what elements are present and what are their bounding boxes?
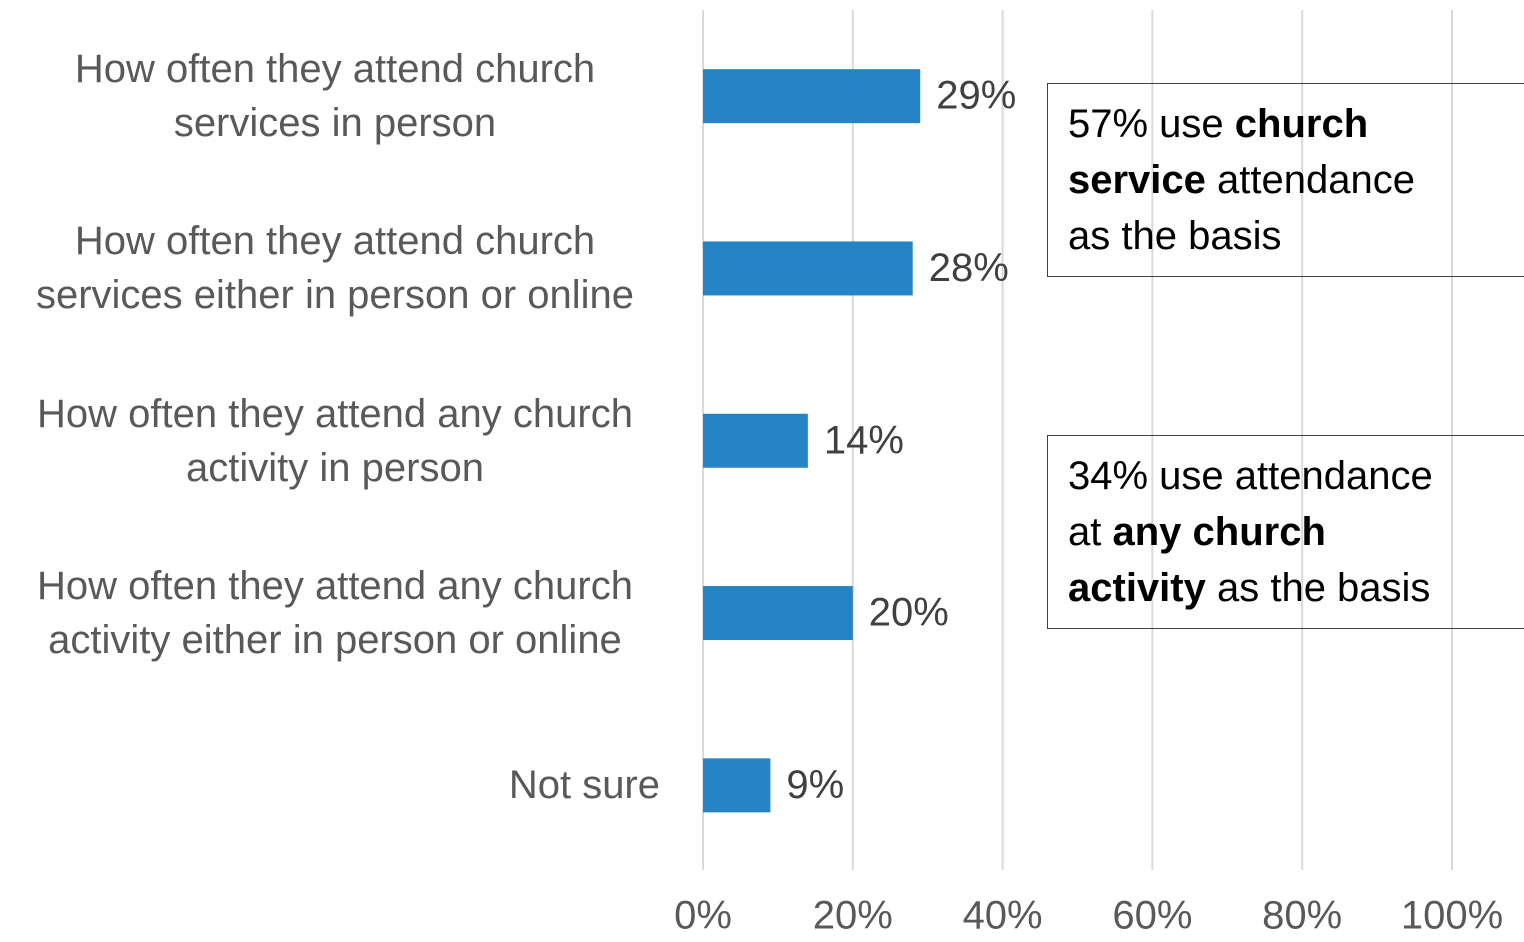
bar (703, 586, 853, 641)
bar (703, 69, 921, 124)
value-label: 29% (936, 74, 1016, 118)
annotation-text: as the basis (1068, 214, 1282, 258)
annotation-text: attendance (1205, 158, 1415, 202)
x-tick-label: 20% (813, 894, 893, 938)
category-label: How often they attend church services ei… (35, 219, 635, 318)
annotation-line: 57% use church (1068, 96, 1524, 152)
category-label: How often they attend any church activit… (37, 391, 633, 490)
annotation-line: service attendance (1068, 152, 1524, 208)
category-label: How often they attend church services in… (74, 47, 596, 146)
annotation-text: service (1068, 158, 1206, 202)
annotation-text: 34% use attendance (1068, 454, 1433, 498)
x-tick-label: 80% (1262, 894, 1342, 938)
annotation: 57% use church service attendance as the b… (1047, 83, 1524, 277)
value-label: 14% (824, 418, 904, 462)
annotation-line: 34% use attendance (1068, 448, 1524, 504)
annotation-text: at (1068, 510, 1113, 554)
value-label: 28% (929, 246, 1009, 290)
annotation: 34% use attendance at any church activity … (1047, 435, 1524, 629)
annotation-line: as the basis (1068, 208, 1524, 264)
value-label: 9% (786, 763, 844, 807)
bar (703, 413, 808, 468)
x-tick-label: 0% (674, 894, 732, 938)
x-tick-label: 40% (963, 894, 1043, 938)
annotation-text: 57% use (1068, 102, 1235, 146)
annotation-line: activity as the basis (1068, 560, 1524, 616)
annotation-text: activity (1068, 566, 1206, 610)
x-tick-label: 100% (1401, 894, 1503, 938)
value-label: 20% (869, 591, 949, 635)
bar (703, 758, 771, 813)
annotation-line: at any church (1068, 504, 1524, 560)
annotation-text: as the basis (1205, 566, 1431, 610)
annotation-text: any church (1112, 510, 1326, 554)
bar (703, 241, 913, 296)
x-tick-label: 60% (1112, 894, 1192, 938)
category-label: Not sure (508, 763, 660, 808)
annotation-text: church (1234, 102, 1369, 146)
category-label: How often they attend any church activit… (37, 564, 633, 663)
